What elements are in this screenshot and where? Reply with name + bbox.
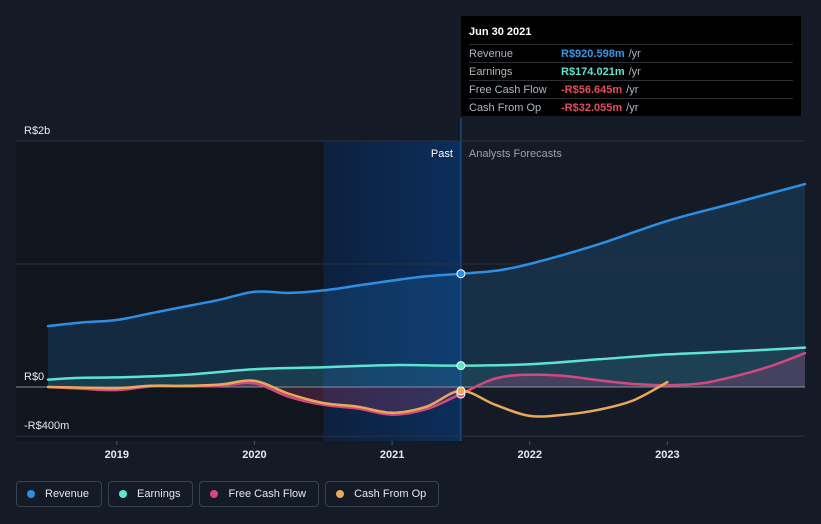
series-line-earnings xyxy=(46,346,807,381)
legend-item-free-cash-flow[interactable]: Free Cash Flow xyxy=(199,481,320,507)
legend-item-cash-from-op[interactable]: Cash From Op xyxy=(325,481,440,507)
area-revenue xyxy=(48,184,805,387)
legend-label: Free Cash Flow xyxy=(228,488,307,500)
legend-dot-icon xyxy=(210,490,219,498)
x-tick-label: 2022 xyxy=(517,449,541,461)
legend-item-revenue[interactable]: Revenue xyxy=(16,481,103,507)
area-free-cash-flow xyxy=(48,353,805,415)
tooltip-unit: /yr xyxy=(626,83,639,96)
past-label: Past xyxy=(431,148,453,160)
tooltip-row-free-cash-flow: Free Cash Flow -R$56.645m /yr xyxy=(469,80,793,98)
legend-item-earnings[interactable]: Earnings xyxy=(108,481,194,507)
y-tick-label: -R$400m xyxy=(24,420,69,432)
highlight-point-cash-from-op xyxy=(456,386,466,396)
legend: Revenue Earnings Free Cash Flow Cash Fro… xyxy=(16,481,440,507)
tooltip-value: -R$56.645m xyxy=(561,83,623,96)
tooltip-label: Revenue xyxy=(469,47,514,60)
tooltip-unit: /yr xyxy=(626,101,639,114)
legend-dot-icon xyxy=(119,490,128,498)
tooltip-unit: /yr xyxy=(628,65,641,78)
tooltip-label: Cash From Op xyxy=(469,101,542,114)
tooltip-row-revenue: Revenue R$920.598m /yr xyxy=(469,44,793,62)
legend-dot-icon xyxy=(336,490,345,498)
area-earnings xyxy=(48,347,805,387)
tooltip-value: R$920.598m xyxy=(561,47,625,60)
past-region-band xyxy=(323,141,461,441)
legend-label: Earnings xyxy=(137,488,181,500)
x-tick-label: 2021 xyxy=(380,449,404,461)
x-tick-label: 2020 xyxy=(242,449,266,461)
tooltip-row-earnings: Earnings R$174.021m /yr xyxy=(469,62,793,80)
history-background xyxy=(16,141,324,441)
series-line-revenue xyxy=(46,182,807,328)
tooltip-date: Jun 30 2021 xyxy=(469,26,532,38)
legend-dot-icon xyxy=(27,490,35,498)
tooltip-label: Free Cash Flow xyxy=(469,83,547,96)
tooltip-unit: /yr xyxy=(628,47,641,60)
y-tick-label: R$0 xyxy=(24,371,44,383)
series-line-cash-from-op xyxy=(46,379,669,418)
tooltip-value: -R$32.055m xyxy=(561,101,623,114)
forecast-label: Analysts Forecasts xyxy=(469,148,562,160)
tooltip-label: Earnings xyxy=(469,65,513,78)
tooltip-value: R$174.021m xyxy=(561,65,625,78)
legend-label: Cash From Op xyxy=(354,488,427,500)
highlight-point-earnings xyxy=(456,361,466,371)
highlight-point-revenue xyxy=(456,269,466,279)
x-tick-label: 2019 xyxy=(105,449,129,461)
tooltip-row-cash-from-op: Cash From Op -R$32.055m /yr xyxy=(469,98,793,116)
x-tick-label: 2023 xyxy=(655,449,679,461)
tooltip-panel: Jun 30 2021 Revenue R$920.598m /yr Earni… xyxy=(461,16,801,116)
legend-label: Revenue xyxy=(45,488,90,500)
y-tick-label: R$2b xyxy=(24,125,50,137)
